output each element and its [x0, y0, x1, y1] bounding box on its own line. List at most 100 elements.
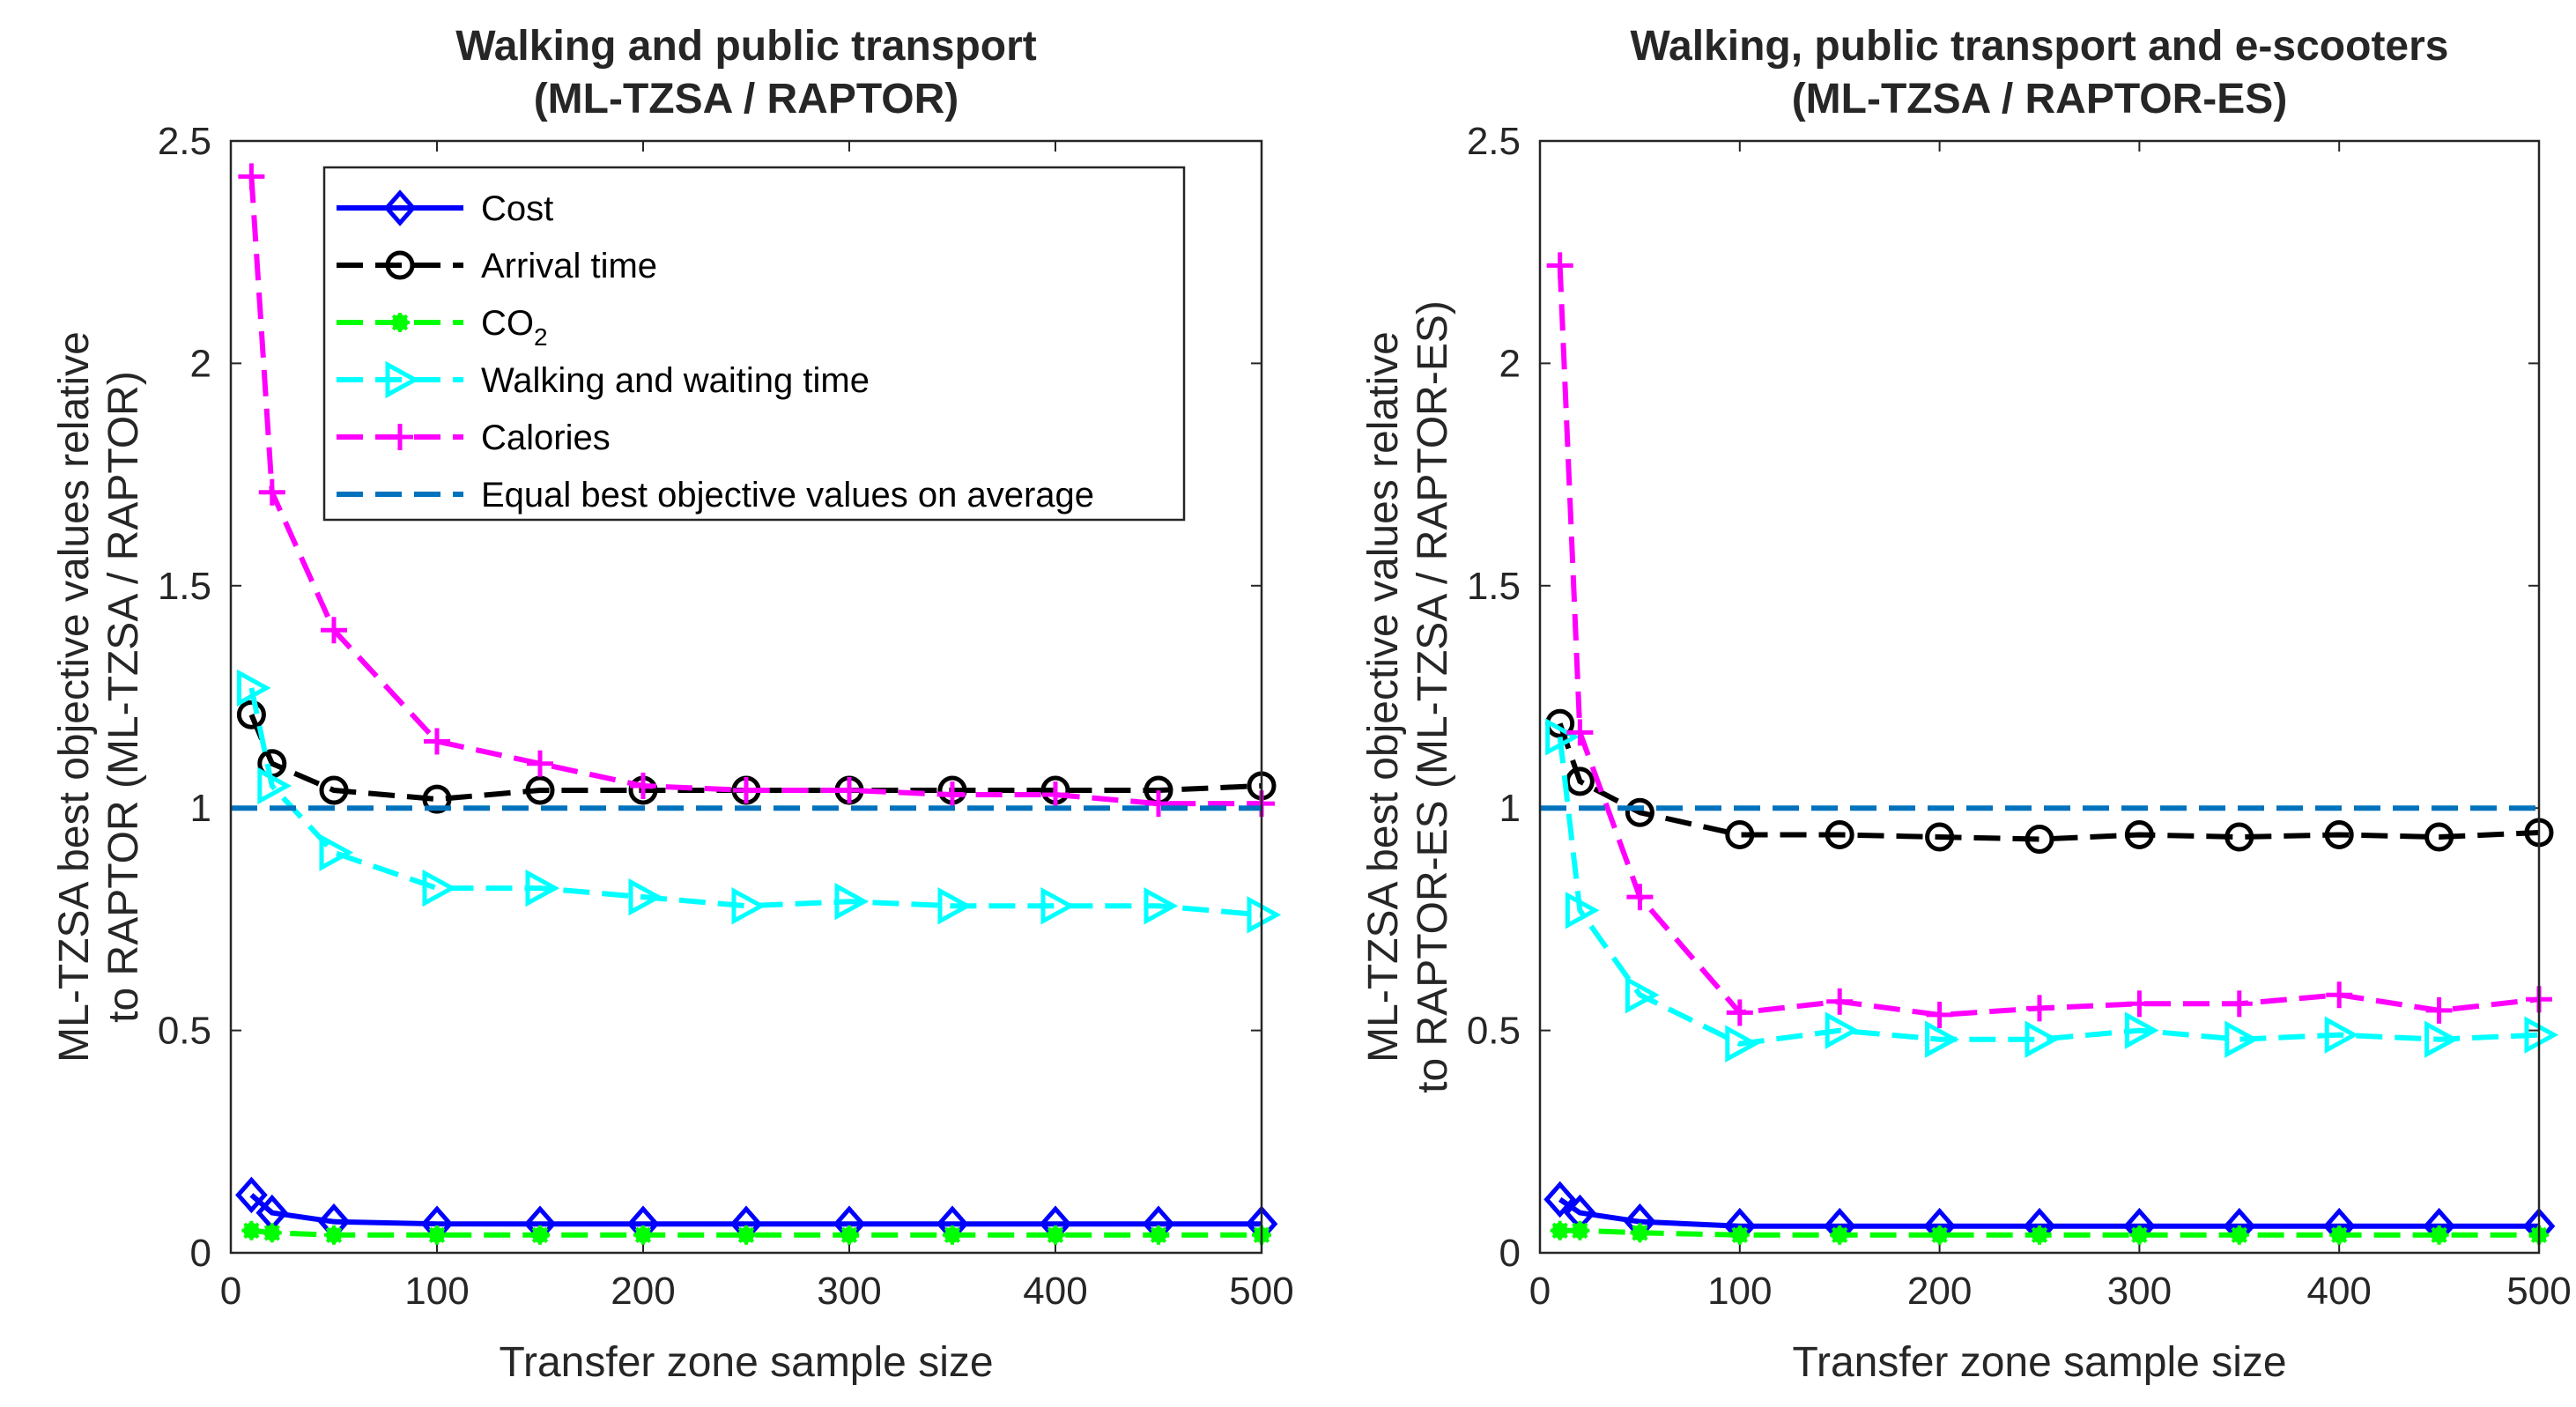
star-ray: [634, 1226, 652, 1244]
star-ray: [737, 1226, 755, 1244]
x-axis-label: Transfer zone sample size: [1792, 1339, 2286, 1386]
data-point: [1626, 884, 1654, 911]
data-point: [2324, 819, 2354, 849]
chart-title: (ML-TZSA / RAPTOR-ES): [1792, 76, 2288, 122]
series-walking-and-waiting-time: [1545, 718, 2559, 1063]
legend-box: [322, 166, 1186, 522]
x-tick-label: 0: [220, 1270, 241, 1313]
series-line: [251, 1227, 1262, 1238]
data-point: [2026, 995, 2053, 1022]
legend-label: Cost: [481, 189, 553, 228]
data-point: [1625, 975, 1660, 1014]
x-tick-label: 200: [1907, 1270, 1972, 1313]
legend-item: Cost: [337, 189, 553, 228]
y-tick-label: 1: [1499, 787, 1521, 830]
data-point: [937, 887, 973, 925]
x-tick-label: 100: [1707, 1270, 1772, 1313]
x-tick-label: 0: [1529, 1270, 1551, 1313]
data-point: [241, 1220, 262, 1240]
legend-item: Arrival time: [337, 247, 657, 285]
data-point: [2229, 1225, 2249, 1245]
y-axis-label: ML-TZSA best objective values relative to…: [51, 331, 147, 1063]
data-point: [427, 1225, 447, 1245]
axis-box: [229, 139, 1263, 1255]
y-tick-label: 1: [190, 787, 211, 830]
star-ray: [944, 1226, 961, 1244]
chart-title: Walking and public transport: [455, 23, 1037, 70]
data-point: [630, 772, 656, 799]
data-point: [1565, 892, 1600, 929]
data-point: [1570, 1220, 1590, 1240]
data-point: [1546, 252, 1573, 279]
series-calories: [1546, 252, 2552, 1028]
data-point: [1247, 896, 1282, 934]
star-ray: [1931, 1226, 1948, 1244]
data-point: [1550, 1220, 1570, 1240]
data-point: [2124, 819, 2154, 849]
x-tick-label: 400: [1023, 1270, 1087, 1313]
star-ray: [1047, 1226, 1064, 1244]
series-line: [1557, 265, 2540, 1018]
data-point: [422, 784, 452, 814]
axis-box: [1538, 139, 2541, 1255]
legend-marker: [385, 250, 415, 280]
x-tick-label: 500: [2506, 1270, 2571, 1313]
y-tick-label: 0: [190, 1232, 211, 1275]
legend-item: Calories: [337, 418, 611, 457]
legend-subscript: 2: [534, 323, 548, 351]
data-point: [1625, 797, 1654, 827]
data-point: [1830, 1225, 1850, 1245]
chart-panel-2: 0 100 200 300 400 500 0 0.5 1 1.5 2 2.5 Walking, pub…: [1360, 23, 2572, 1386]
data-point: [1825, 819, 1854, 849]
data-point: [1543, 1181, 1577, 1218]
data-point: [1042, 781, 1069, 809]
series-co: [241, 1220, 1271, 1245]
data-point: [1545, 718, 1580, 756]
data-point: [628, 878, 663, 916]
legend-item: Equal best objective values on average: [337, 476, 1094, 515]
series-line: [1557, 737, 2540, 1047]
chart-title: (ML-TZSA / RAPTOR): [534, 76, 959, 122]
data-point: [836, 777, 862, 804]
data-point: [525, 775, 555, 805]
series-line: [248, 176, 1262, 807]
data-point: [1144, 887, 1179, 925]
series-walking-and-waiting-time: [236, 669, 1282, 934]
data-point: [236, 700, 266, 729]
data-point: [2329, 1225, 2350, 1245]
chart-title: Walking, public transport and e-scooters: [1630, 23, 2448, 70]
data-point: [1925, 1020, 1959, 1058]
data-point: [2224, 1020, 2259, 1058]
data-point: [2429, 1225, 2449, 1245]
data-point: [1929, 1225, 1950, 1245]
data-point: [319, 833, 354, 871]
data-point: [236, 669, 271, 707]
data-point: [1145, 790, 1172, 818]
y-tick-label: 0.5: [1467, 1010, 1521, 1053]
data-point: [257, 766, 292, 805]
star-ray: [1632, 1225, 1648, 1241]
chart-panel-1: 0 100 200 300 400 500 0 0.5 1 1.5 2 2.5 Walking and …: [51, 23, 1294, 1386]
data-point: [733, 777, 759, 804]
star-ray: [1150, 1226, 1167, 1244]
star-ray: [1731, 1226, 1748, 1244]
data-point: [1725, 1025, 1759, 1063]
star-ray: [1572, 1222, 1588, 1239]
data-point: [235, 1176, 268, 1214]
legend-marker: [387, 424, 413, 450]
data-point: [238, 163, 265, 190]
star-ray: [391, 314, 409, 331]
legend-marker: [390, 313, 410, 332]
legend-item: Walking and waiting time: [337, 360, 870, 400]
data-point: [2025, 1020, 2060, 1058]
series-line: [1559, 1227, 2539, 1238]
star-ray: [1551, 1222, 1568, 1239]
star-ray: [2431, 1226, 2447, 1244]
data-point: [424, 728, 450, 755]
data-point: [2424, 822, 2454, 852]
star-ray: [2031, 1226, 2048, 1244]
data-point: [2225, 990, 2253, 1018]
data-point: [2425, 996, 2453, 1024]
data-point: [737, 1225, 756, 1245]
